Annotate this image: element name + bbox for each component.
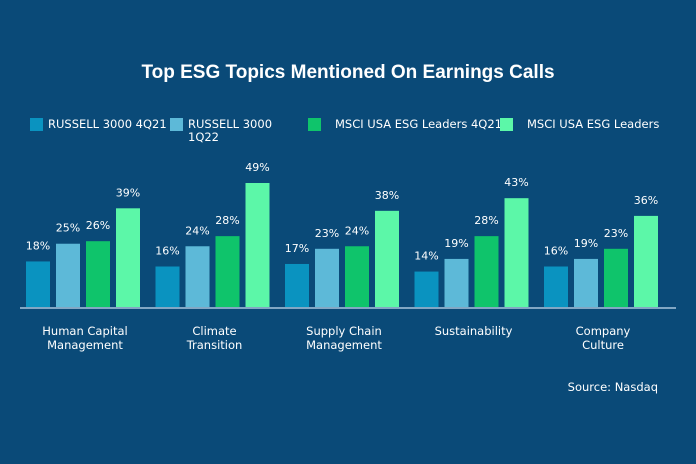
bar bbox=[215, 236, 240, 307]
bar bbox=[414, 271, 439, 307]
legend-item: MSCI USA ESG Leaders bbox=[500, 118, 659, 131]
bar bbox=[634, 215, 658, 307]
data-label: 39% bbox=[116, 186, 140, 199]
bar bbox=[474, 236, 499, 307]
data-label: 23% bbox=[604, 227, 628, 240]
data-label: 26% bbox=[86, 219, 110, 232]
legend-swatch bbox=[170, 118, 183, 131]
bar bbox=[245, 183, 270, 307]
data-label: 18% bbox=[26, 239, 50, 252]
bar bbox=[315, 248, 339, 307]
bar bbox=[604, 248, 628, 307]
bar bbox=[375, 210, 399, 307]
bar bbox=[26, 261, 50, 307]
bar bbox=[56, 243, 80, 307]
category-label: Supply Chain Management bbox=[306, 324, 382, 352]
bar bbox=[86, 241, 110, 307]
data-label: 43% bbox=[504, 176, 528, 189]
data-label: 24% bbox=[345, 224, 369, 237]
bar bbox=[185, 246, 210, 307]
legend-label: MSCI USA ESG Leaders 4Q21 bbox=[335, 117, 502, 131]
bar bbox=[574, 258, 598, 307]
category-label: Company Culture bbox=[576, 324, 631, 352]
data-label: 16% bbox=[544, 245, 568, 258]
chart-title: Top ESG Topics Mentioned On Earnings Cal… bbox=[141, 62, 555, 83]
legend-item: RUSSELL 3000 1Q22 bbox=[170, 118, 303, 144]
data-label: 19% bbox=[574, 237, 598, 250]
legend-swatch bbox=[500, 118, 513, 131]
bar bbox=[345, 246, 369, 307]
data-label: 49% bbox=[245, 161, 269, 174]
legend-label: MSCI USA ESG Leaders bbox=[527, 117, 660, 131]
data-label: 19% bbox=[444, 237, 468, 250]
bar bbox=[155, 266, 180, 307]
bar bbox=[504, 198, 529, 307]
data-label: 14% bbox=[414, 250, 438, 263]
data-label: 16% bbox=[155, 245, 179, 258]
source-note: Source: Nasdaq bbox=[567, 380, 658, 394]
legend-item: RUSSELL 3000 4Q21 bbox=[30, 118, 167, 131]
data-label: 24% bbox=[185, 224, 209, 237]
bar bbox=[444, 258, 469, 307]
bar bbox=[116, 208, 140, 307]
legend-item: MSCI USA ESG Leaders 4Q21 bbox=[308, 118, 502, 131]
data-label: 28% bbox=[215, 214, 239, 227]
data-label: 38% bbox=[375, 189, 399, 202]
data-label: 25% bbox=[56, 222, 80, 235]
data-label: 28% bbox=[474, 214, 498, 227]
data-label: 36% bbox=[634, 194, 658, 207]
data-label: 23% bbox=[315, 227, 339, 240]
data-label: 17% bbox=[285, 242, 309, 255]
category-label: Climate Transition bbox=[186, 324, 243, 352]
legend-label: RUSSELL 3000 1Q22 bbox=[188, 117, 273, 144]
legend-label: RUSSELL 3000 4Q21 bbox=[48, 117, 167, 131]
category-label: Sustainability bbox=[435, 324, 513, 338]
legend-swatch bbox=[30, 118, 43, 131]
legend-swatch bbox=[308, 118, 321, 131]
bar bbox=[285, 263, 309, 307]
category-label: Human Capital Management bbox=[42, 324, 127, 352]
bar bbox=[544, 266, 568, 307]
